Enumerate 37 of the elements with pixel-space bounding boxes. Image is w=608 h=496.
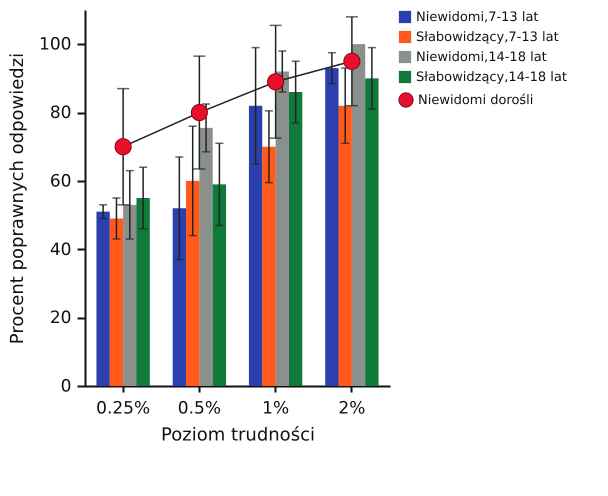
y-axis-title: Procent poprawnych odpowiedzi xyxy=(7,52,28,344)
x-tick-label: 0.25% xyxy=(96,398,150,418)
bar xyxy=(212,184,226,386)
bar xyxy=(123,204,136,386)
bar xyxy=(365,78,379,386)
point xyxy=(190,104,208,122)
point xyxy=(267,73,284,90)
bar xyxy=(186,180,200,386)
y-tick-label: 80 xyxy=(50,103,72,124)
x-tick-label: 1% xyxy=(262,398,290,418)
y-tick-label: 0 xyxy=(60,376,72,396)
legend-label: Słabowidzący,14-18 lat xyxy=(416,70,567,85)
bar xyxy=(136,198,150,386)
bar xyxy=(248,106,262,386)
point xyxy=(114,138,132,156)
legend-label: Niewidomi,14-18 lat xyxy=(416,50,547,65)
bar xyxy=(110,218,124,386)
bar xyxy=(96,212,110,386)
bar xyxy=(172,208,186,386)
y-tick-label: 60 xyxy=(50,171,72,192)
bar xyxy=(352,44,366,386)
legend-label: Niewidomi dorośli xyxy=(418,93,534,108)
legend-label: Niewidomi,7-13 lat xyxy=(416,10,539,25)
bar xyxy=(338,106,352,386)
bar xyxy=(276,72,289,386)
y-tick-label: 100 xyxy=(39,34,72,55)
bar xyxy=(262,146,276,386)
bar xyxy=(325,68,339,386)
bar xyxy=(199,128,213,386)
x-tick-label: 0.5% xyxy=(178,398,221,418)
point xyxy=(343,52,360,70)
x-axis-title: Poziom trudności xyxy=(161,424,315,446)
y-tick-label: 20 xyxy=(50,308,72,328)
y-tick-label: 40 xyxy=(50,240,72,260)
legend-label: Słabowidzący,7-13 lat xyxy=(416,30,559,45)
bar xyxy=(288,92,302,386)
x-tick-label: 2% xyxy=(338,398,366,418)
